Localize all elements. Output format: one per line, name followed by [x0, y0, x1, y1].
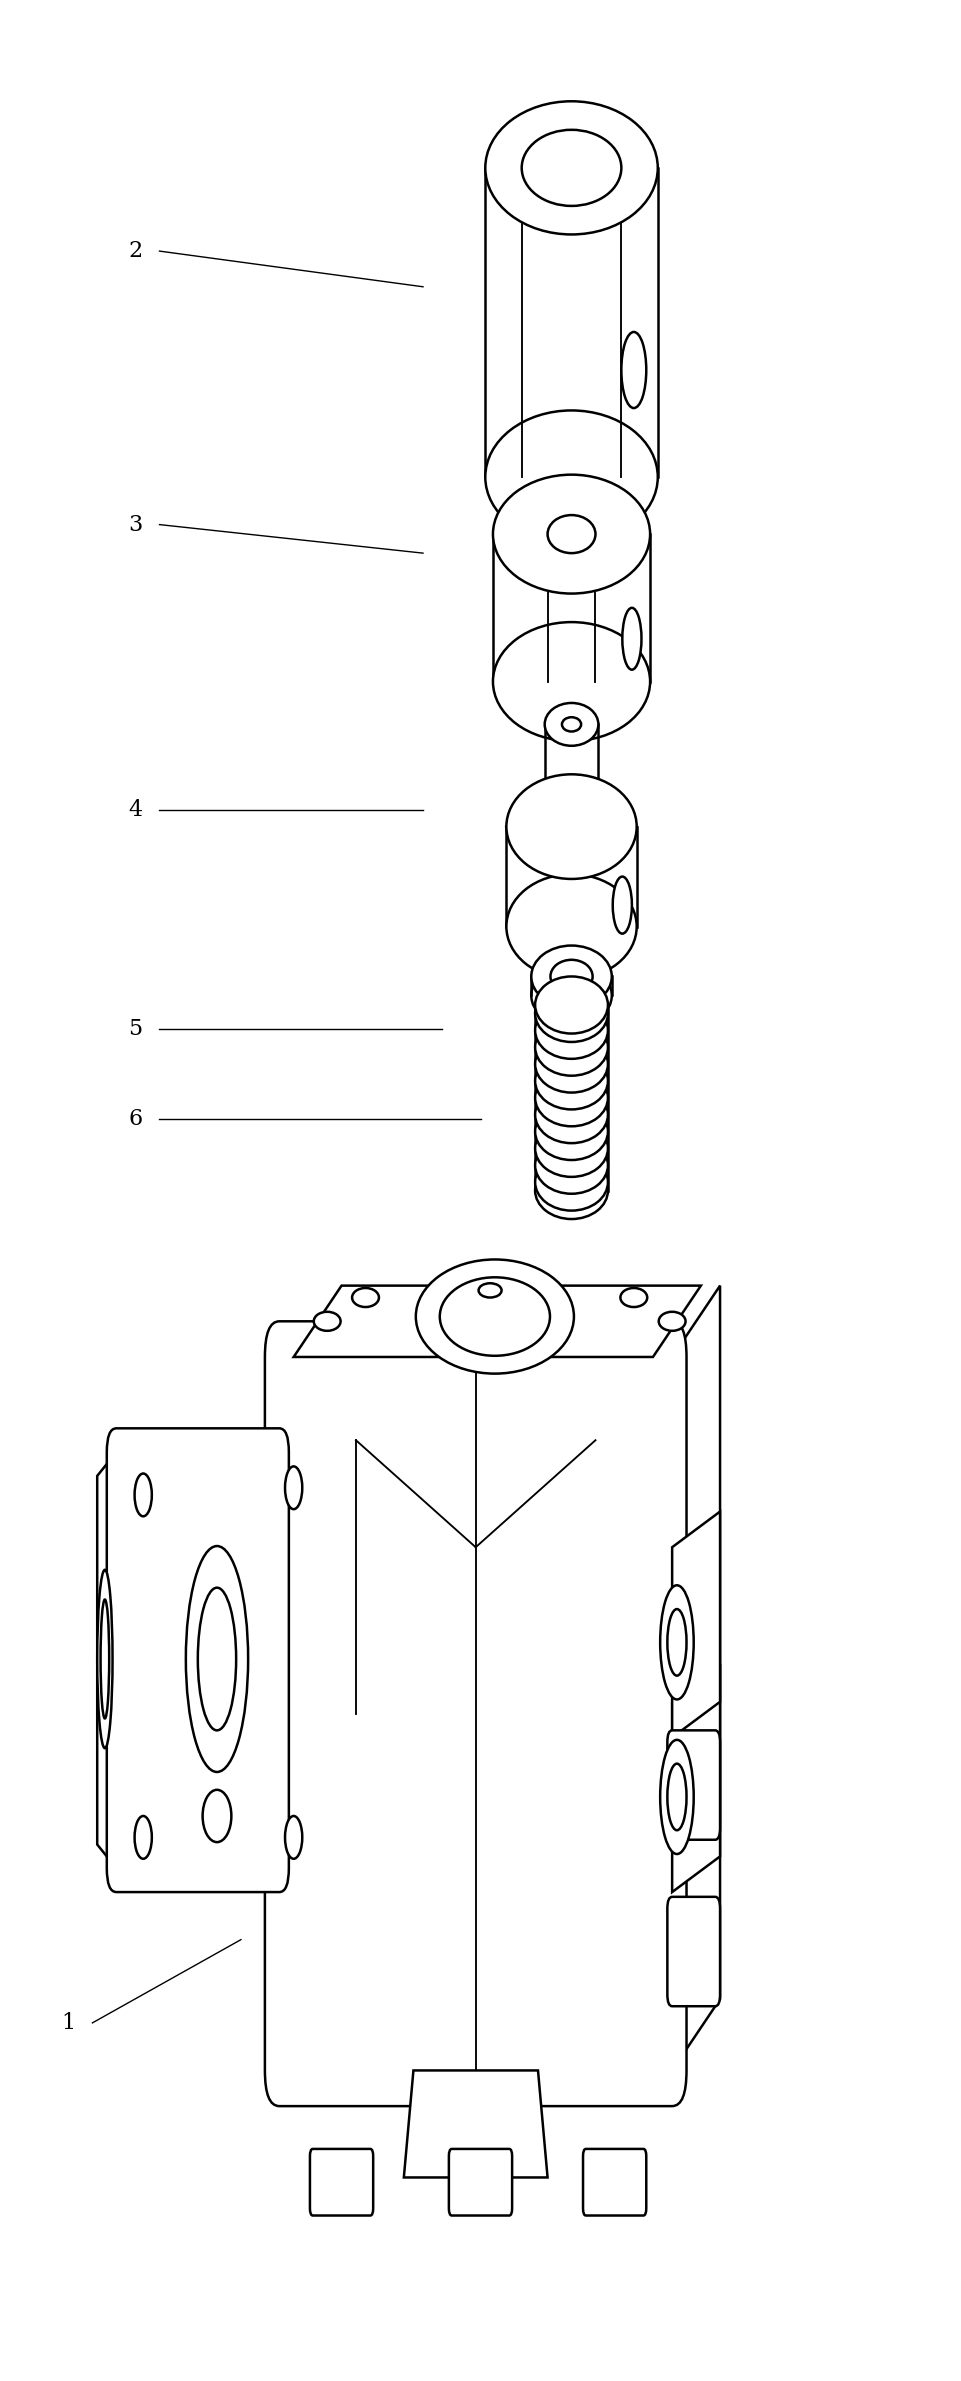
Ellipse shape — [485, 102, 657, 233]
Ellipse shape — [622, 331, 646, 407]
Ellipse shape — [522, 131, 622, 205]
Ellipse shape — [479, 1283, 502, 1298]
Ellipse shape — [493, 621, 650, 740]
Ellipse shape — [285, 1817, 303, 1860]
Text: 5: 5 — [129, 1017, 142, 1040]
Ellipse shape — [101, 1600, 110, 1719]
Ellipse shape — [506, 874, 637, 979]
FancyBboxPatch shape — [583, 2150, 646, 2214]
Ellipse shape — [506, 774, 637, 879]
Ellipse shape — [660, 1586, 694, 1700]
Ellipse shape — [485, 410, 657, 543]
Ellipse shape — [198, 1588, 236, 1731]
Ellipse shape — [531, 964, 612, 1026]
Ellipse shape — [658, 1312, 685, 1331]
Ellipse shape — [548, 514, 596, 552]
FancyBboxPatch shape — [310, 2150, 373, 2214]
Polygon shape — [294, 1286, 701, 1357]
Ellipse shape — [285, 1467, 303, 1510]
Text: 2: 2 — [129, 240, 142, 262]
Ellipse shape — [535, 976, 608, 1033]
FancyBboxPatch shape — [667, 1898, 720, 2007]
FancyBboxPatch shape — [449, 2150, 512, 2214]
Ellipse shape — [535, 1069, 608, 1126]
Ellipse shape — [545, 833, 599, 876]
Ellipse shape — [352, 1288, 379, 1307]
Text: 3: 3 — [129, 514, 142, 536]
Ellipse shape — [531, 945, 612, 1007]
Ellipse shape — [135, 1817, 152, 1860]
Ellipse shape — [535, 1136, 608, 1193]
FancyBboxPatch shape — [265, 1321, 686, 2107]
Ellipse shape — [185, 1545, 248, 1771]
Ellipse shape — [493, 474, 650, 593]
Text: 4: 4 — [129, 800, 142, 821]
Polygon shape — [404, 2071, 548, 2179]
Ellipse shape — [135, 1474, 152, 1517]
FancyBboxPatch shape — [107, 1429, 289, 1893]
Ellipse shape — [314, 1312, 340, 1331]
Ellipse shape — [660, 1741, 694, 1855]
Ellipse shape — [551, 960, 593, 993]
Ellipse shape — [440, 1276, 550, 1355]
Ellipse shape — [621, 1288, 647, 1307]
Text: 6: 6 — [129, 1107, 142, 1131]
Polygon shape — [672, 1286, 720, 2071]
Ellipse shape — [613, 876, 632, 933]
Polygon shape — [672, 1667, 720, 1893]
Ellipse shape — [535, 1002, 608, 1060]
Text: 1: 1 — [62, 2012, 76, 2033]
Ellipse shape — [535, 986, 608, 1043]
Ellipse shape — [545, 702, 599, 745]
Ellipse shape — [535, 1036, 608, 1093]
Ellipse shape — [535, 1119, 608, 1176]
Ellipse shape — [667, 1764, 686, 1831]
Polygon shape — [672, 1512, 720, 1738]
Polygon shape — [97, 1452, 116, 1869]
Ellipse shape — [667, 1610, 686, 1676]
Ellipse shape — [203, 1791, 232, 1843]
Ellipse shape — [535, 1162, 608, 1219]
Ellipse shape — [623, 607, 642, 669]
Ellipse shape — [535, 1102, 608, 1160]
Ellipse shape — [562, 717, 581, 731]
FancyBboxPatch shape — [667, 1731, 720, 1841]
Ellipse shape — [535, 1152, 608, 1210]
Ellipse shape — [535, 1019, 608, 1076]
Ellipse shape — [97, 1569, 112, 1748]
Ellipse shape — [535, 1052, 608, 1110]
Ellipse shape — [535, 1086, 608, 1143]
Ellipse shape — [416, 1260, 574, 1374]
